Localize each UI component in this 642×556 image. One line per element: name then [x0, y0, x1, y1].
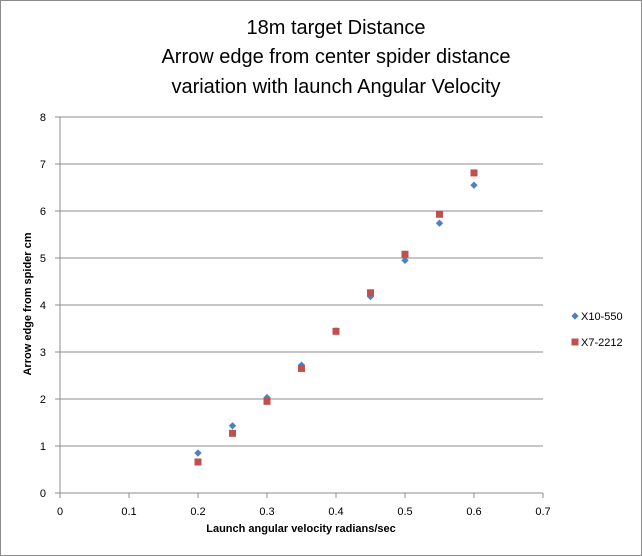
point-series-0-0 — [194, 449, 202, 457]
point-series-0-6 — [401, 256, 409, 265]
y-tick-label-1: 1 — [40, 441, 46, 453]
point-series-1-0 — [194, 458, 202, 466]
axes — [55, 116, 544, 498]
y-tick-label-4: 4 — [40, 300, 46, 312]
y-tick-label-5: 5 — [40, 253, 46, 265]
data-points — [194, 169, 478, 466]
legend-item-x7-2212: X7-2212 — [571, 337, 623, 349]
point-series-1-6 — [401, 250, 409, 258]
x-tick-label-6: 0.6 — [466, 506, 481, 518]
point-series-1-5 — [367, 289, 374, 297]
chart-title: 18m target Distance Arrow edge from cent… — [161, 17, 510, 98]
y-tick-labels: 0 1 2 3 4 5 6 7 8 — [40, 112, 46, 500]
legend-label-x7-2212: X7-2212 — [581, 337, 623, 349]
legend-item-x10-550: X10-550 — [571, 311, 623, 323]
y-tick-label-7: 7 — [40, 159, 46, 171]
x-tick-labels: 0 0.1 0.2 0.3 0.4 0.5 0.6 0.7 — [57, 506, 551, 518]
x-tick-label-2: 0.2 — [190, 506, 205, 518]
x-axis-label: Launch angular velocity radians/sec — [206, 523, 396, 535]
chart-title-line-3: variation with launch Angular Velocity — [171, 76, 500, 98]
y-tick-label-3: 3 — [40, 347, 46, 359]
point-series-0-7 — [435, 219, 444, 227]
legend: X10-550 X7-2212 — [571, 311, 623, 349]
x-tick-label-1: 0.1 — [121, 506, 136, 518]
x-tick-label-7: 0.7 — [535, 506, 550, 518]
y-tick-label-0: 0 — [40, 488, 46, 500]
chart-title-line-1: 18m target Distance — [247, 17, 426, 39]
x-tick-label-5: 0.5 — [397, 506, 412, 518]
y-tick-label-2: 2 — [40, 394, 46, 406]
y-tick-label-8: 8 — [40, 112, 46, 124]
x-tick-label-0: 0 — [57, 506, 63, 518]
point-series-0-1 — [228, 422, 237, 430]
point-series-1-7 — [436, 210, 443, 218]
point-series-1-8 — [470, 169, 478, 177]
x-tick-label-4: 0.4 — [328, 506, 343, 518]
point-series-1-2 — [263, 397, 271, 405]
grid-lines — [60, 116, 543, 447]
chart-title-line-2: Arrow edge from center spider distance — [161, 46, 510, 68]
y-tick-label-6: 6 — [40, 206, 46, 218]
legend-marker-x10-550 — [571, 312, 579, 320]
point-series-1-1 — [229, 429, 236, 437]
point-series-1-3 — [298, 364, 305, 372]
legend-marker-x7-2212 — [571, 338, 579, 346]
y-axis-label: Arrow edge from spider cm — [22, 232, 34, 375]
legend-label-x10-550: X10-550 — [581, 311, 623, 323]
point-series-0-8 — [470, 181, 478, 189]
point-series-1-4 — [332, 327, 340, 335]
x-tick-label-3: 0.3 — [259, 506, 274, 518]
